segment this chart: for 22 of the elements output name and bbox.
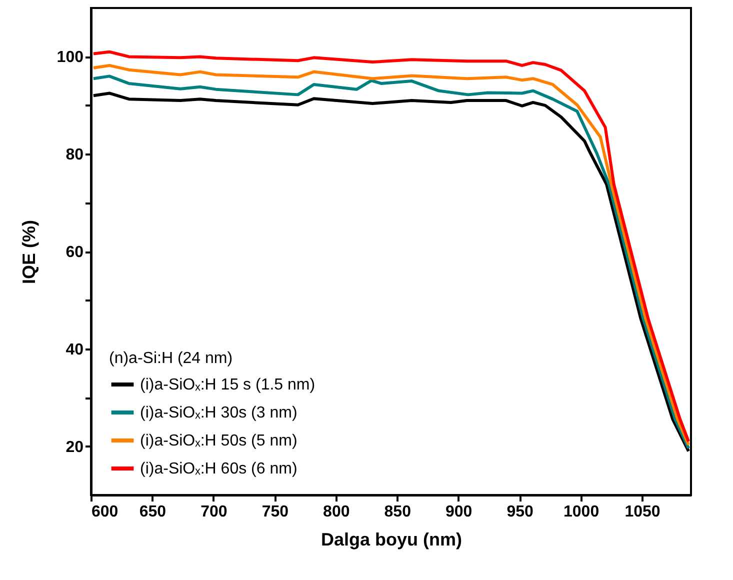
y-axis-title: IQE (%) bbox=[18, 220, 39, 284]
x-tick-label: 800 bbox=[323, 504, 350, 520]
x-tick-label: 950 bbox=[506, 504, 534, 520]
y-tick-label: 20 bbox=[66, 438, 84, 456]
x-tick-label: 750 bbox=[262, 504, 289, 520]
x-tick-label: 1050 bbox=[624, 504, 660, 520]
x-axis-title: Dalga boyu (nm) bbox=[320, 530, 462, 550]
y-tick-label: 40 bbox=[66, 341, 84, 358]
y-tick-label: 60 bbox=[66, 244, 84, 261]
x-tick-label: 850 bbox=[384, 504, 412, 520]
legend-label: (i)a-SiOₓ:H 30s (3 nm) bbox=[140, 404, 298, 422]
x-tick-label: 700 bbox=[200, 504, 228, 520]
legend-label: (i)a-SiOₓ:H 50s (5 nm) bbox=[140, 432, 298, 450]
x-tick-label: 600 bbox=[92, 504, 118, 520]
legend-label: (i)a-SiOₓ:H 15 s (1.5 nm) bbox=[140, 376, 316, 394]
y-tick-label: 100 bbox=[56, 49, 84, 66]
legend-label: (i)a-SiOₓ:H 60s (6 nm) bbox=[140, 460, 298, 478]
y-tick-label: 80 bbox=[66, 146, 84, 164]
x-tick-label: 650 bbox=[139, 504, 166, 520]
x-tick-label: 1000 bbox=[564, 504, 600, 520]
legend-title: (n)a-Si:H (24 nm) bbox=[109, 350, 233, 367]
x-tick-label: 900 bbox=[445, 504, 472, 520]
